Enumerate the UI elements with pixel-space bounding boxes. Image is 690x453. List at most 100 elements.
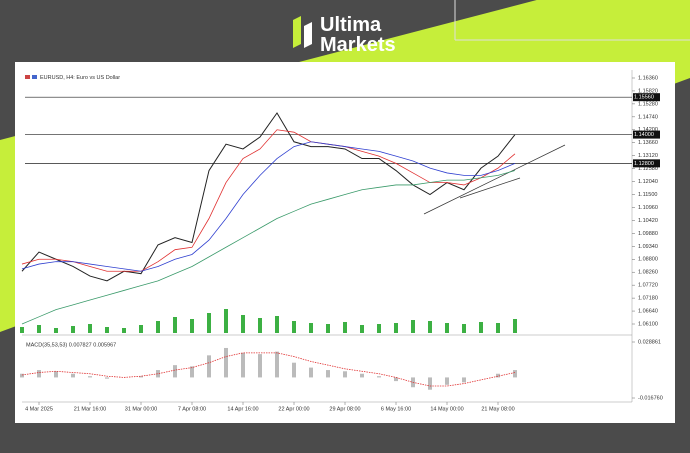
y-tick-label: 1.06100 — [638, 321, 658, 327]
macd-bar — [156, 370, 160, 378]
volume-bar — [309, 323, 313, 333]
y-tick-label: 1.12580 — [638, 166, 658, 172]
x-tick-label: 14 Apr 16:00 — [227, 406, 258, 412]
y-tick-label: 1.10420 — [638, 218, 658, 224]
level-tag — [633, 159, 660, 168]
y-tick-label: 1.14740 — [638, 114, 658, 120]
y-tick-label: 1.09340 — [638, 244, 658, 250]
macd-bar — [37, 370, 41, 378]
level-label: 1.14000 — [634, 132, 654, 138]
y-tick-label: 1.10960 — [638, 205, 658, 211]
y-tick-label: 1.07180 — [638, 296, 658, 302]
y-tick-label: 1.11500 — [638, 192, 657, 198]
logo-text: Ultima — [320, 14, 382, 36]
macd-bar — [241, 352, 245, 378]
x-tick-label: 4 Mar 2025 — [25, 406, 53, 412]
volume-bar — [20, 327, 24, 333]
macd-title: MACD(35,53,53) 0.007827 0.005967 — [26, 342, 116, 348]
macd-bar — [343, 371, 347, 378]
volume-bar — [156, 321, 160, 333]
macd-bar — [326, 370, 330, 378]
x-tick-label: 14 May 00:00 — [430, 406, 463, 412]
volume-bar — [105, 327, 109, 333]
y-tick-label: -0.016760 — [638, 395, 663, 401]
volume-bar — [513, 319, 517, 333]
volume-bar — [122, 328, 126, 333]
volume-bar — [207, 313, 211, 333]
y-tick-label: 1.08260 — [638, 270, 658, 276]
flag-icon — [25, 75, 30, 79]
volume-bar — [258, 318, 262, 333]
y-tick-label: 1.09880 — [638, 231, 658, 237]
volume-bar — [241, 315, 245, 333]
x-tick-label: 7 Apr 08:00 — [178, 406, 206, 412]
macd-bar — [377, 376, 381, 378]
macd-bar — [445, 377, 449, 385]
x-tick-label: 29 Apr 08:00 — [329, 406, 360, 412]
y-tick-label: 1.16360 — [638, 75, 658, 81]
volume-bar — [88, 324, 92, 333]
volume-bar — [326, 324, 330, 333]
macd-bar — [258, 354, 262, 378]
trend-line — [423, 144, 566, 215]
volume-bar — [190, 319, 194, 333]
volume-bar — [462, 324, 466, 333]
macd-bar — [360, 373, 364, 378]
chart-panel — [15, 62, 675, 423]
macd-bar — [394, 377, 398, 382]
volume-bar — [343, 322, 347, 333]
volume-bar — [411, 320, 415, 333]
price-line — [21, 141, 516, 272]
y-tick-label: 1.13660 — [638, 140, 658, 146]
level-label: 1.12800 — [634, 161, 654, 167]
level-tag — [633, 130, 660, 139]
x-tick-label: 22 Apr 00:00 — [278, 406, 309, 412]
macd-bar — [207, 355, 211, 378]
volume-bar — [224, 309, 228, 333]
macd-bar — [139, 376, 143, 378]
y-tick-label: 1.07720 — [638, 283, 658, 289]
volume-bar — [479, 322, 483, 333]
y-tick-label: 1.15820 — [638, 88, 658, 94]
y-tick-label: 1.06640 — [638, 309, 658, 315]
macd-bar — [309, 367, 313, 378]
macd-signal — [21, 352, 516, 387]
price-line — [21, 112, 516, 282]
logo-icon — [293, 16, 301, 48]
y-tick-label: 1.14200 — [638, 127, 658, 133]
x-tick-label: 21 Mar 16:00 — [74, 406, 106, 412]
volume-bar — [54, 328, 58, 333]
flag-icon — [32, 75, 37, 79]
volume-bar — [173, 317, 177, 333]
y-tick-label: 1.13120 — [638, 153, 658, 159]
volume-bar — [71, 326, 75, 333]
macd-bar — [105, 377, 109, 379]
logo-icon — [304, 22, 312, 48]
macd-bar — [513, 370, 517, 378]
volume-bar — [496, 323, 500, 333]
trend-line — [459, 177, 521, 199]
y-tick-label: 1.08800 — [638, 257, 658, 263]
macd-bar — [275, 351, 279, 378]
x-tick-label: 6 May 16:00 — [381, 406, 411, 412]
level-tag — [633, 93, 660, 102]
x-tick-label: 31 Mar 00:00 — [125, 406, 157, 412]
volume-bar — [394, 323, 398, 333]
chart-title: EURUSD, H4: Euro vs US Dollar — [40, 75, 120, 81]
macd-bar — [496, 373, 500, 378]
volume-bar — [428, 321, 432, 333]
volume-bar — [445, 323, 449, 333]
macd-bar — [190, 366, 194, 378]
y-tick-label: 1.12040 — [638, 179, 658, 185]
macd-bar — [71, 373, 75, 378]
volume-bar — [139, 325, 143, 333]
macd-bar — [54, 371, 58, 378]
macd-bar — [462, 377, 466, 383]
macd-bar — [20, 373, 24, 378]
y-tick-label: 1.15280 — [638, 101, 658, 107]
price-line — [21, 170, 516, 325]
volume-bar — [292, 321, 296, 333]
volume-bar — [377, 324, 381, 333]
macd-bar — [428, 377, 432, 390]
